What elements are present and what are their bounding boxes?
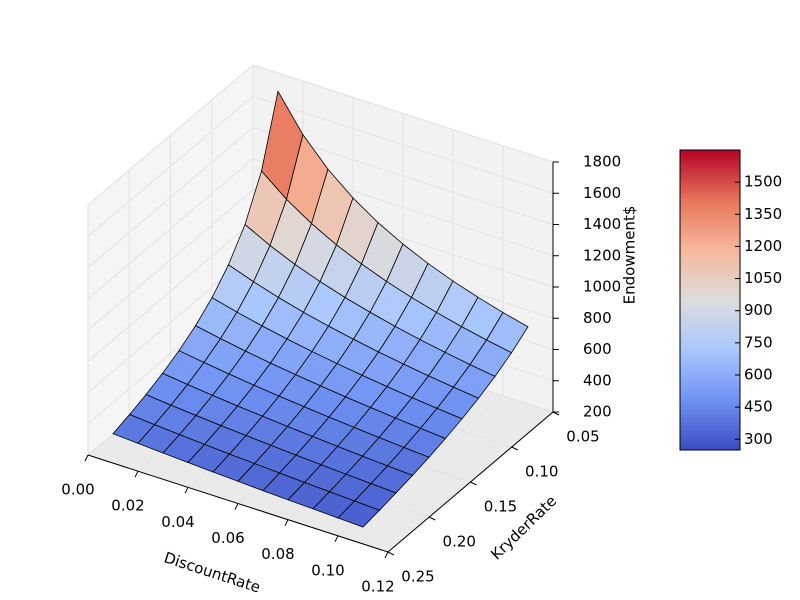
grid-line — [87, 189, 254, 331]
colorbar-tick-label: 600 — [744, 366, 773, 384]
z-tick-label: 600 — [583, 340, 612, 358]
z-tick-label: 400 — [583, 371, 612, 389]
x-tick-label: 0.12 — [361, 578, 394, 596]
surface — [112, 90, 529, 528]
z-axis-label: Endowment$ — [621, 206, 639, 305]
grid-line — [252, 95, 554, 194]
y-tick-label: 0.20 — [443, 533, 476, 551]
colorbar: 300 450 600 750 900 1050 1200 1350 1500 — [679, 149, 782, 451]
grid-line — [252, 64, 554, 163]
y-tick — [470, 481, 477, 486]
colorbar-scale — [679, 149, 741, 451]
x-tick-label: 0.04 — [161, 513, 194, 531]
y-tick-label: 0.10 — [525, 463, 558, 481]
x-tick-label: 0.02 — [111, 497, 144, 515]
colorbar-tick-label: 1050 — [744, 269, 782, 287]
x-tick — [334, 535, 339, 543]
x-tick-label: 0.06 — [211, 529, 244, 547]
z-tick-label: 800 — [583, 309, 612, 327]
z-tick-label: 200 — [583, 403, 612, 421]
x-tick — [384, 551, 389, 559]
y-tick-label: 0.05 — [566, 428, 599, 446]
colorbar-tick-label: 1500 — [744, 173, 782, 191]
x-tick — [184, 487, 189, 494]
x-tick — [234, 503, 239, 510]
surface-patch — [337, 500, 381, 528]
z-tick-label: 1000 — [583, 278, 621, 296]
z-tick-label: 1800 — [583, 153, 621, 171]
x-tick-label: 0.10 — [311, 561, 344, 579]
y-tick-label: 0.25 — [401, 568, 434, 586]
x-tick — [84, 454, 89, 462]
grid-line — [87, 158, 254, 300]
z-tick-label: 1600 — [583, 184, 621, 202]
colorbar-tick-label: 900 — [744, 301, 773, 319]
grid-line — [87, 220, 254, 362]
x-tick — [284, 519, 289, 526]
x-tick-label: 0.00 — [61, 481, 94, 499]
x-tick-label: 0.08 — [261, 545, 294, 563]
x-axis-label: DiscountRate — [162, 548, 263, 596]
colorbar-tick-label: 450 — [744, 398, 773, 416]
axes: 0.00 0.02 0.04 0.06 0.08 0.10 0.12 0.05 0.10 0.15… — [61, 153, 621, 596]
grid-line — [87, 95, 254, 237]
grid-line — [87, 64, 254, 206]
colorbar-tick-label: 300 — [744, 430, 773, 448]
y-tick-label: 0.15 — [484, 498, 517, 516]
z-tick-label: 1200 — [583, 246, 621, 264]
colorbar-tick-label: 1350 — [744, 205, 782, 223]
z-tick-label: 1400 — [583, 215, 621, 233]
y-tick — [511, 446, 518, 451]
colorbar-tick-label: 750 — [744, 333, 773, 351]
colorbar-tick-label: 1200 — [744, 237, 782, 255]
y-tick — [429, 516, 436, 521]
x-tick — [134, 470, 139, 478]
grid-line — [87, 127, 254, 268]
y-tick — [387, 551, 395, 556]
